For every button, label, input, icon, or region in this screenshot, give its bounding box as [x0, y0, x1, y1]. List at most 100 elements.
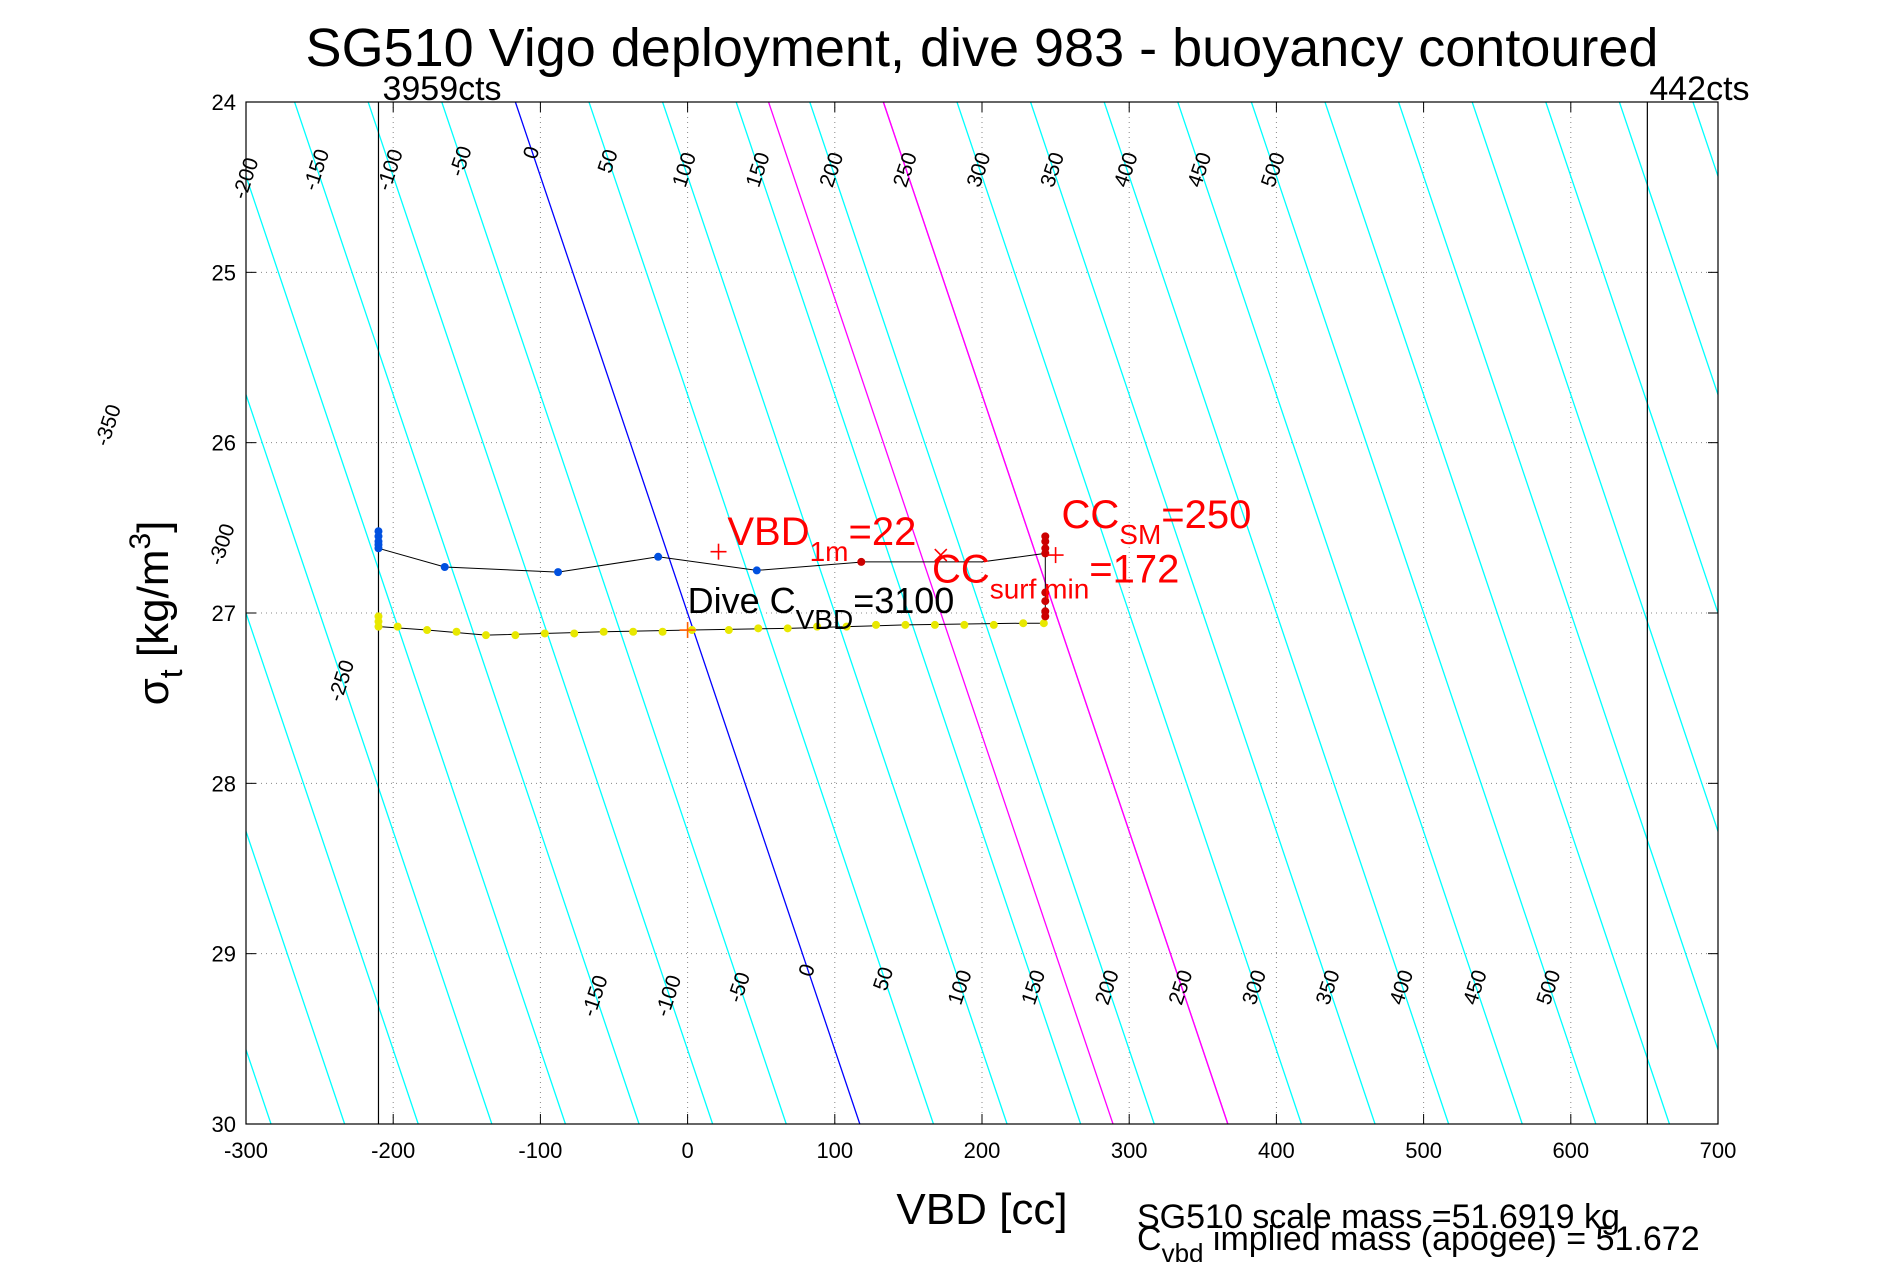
annotation-vbd1m-main: VBD — [727, 510, 809, 554]
y-tick-label: 27 — [212, 601, 236, 626]
contour-label: 50 — [594, 147, 623, 176]
contour-label: 100 — [944, 967, 977, 1008]
contour-label: 250 — [1165, 967, 1198, 1008]
x-tick-label: -200 — [371, 1138, 415, 1163]
contour-line — [1177, 102, 1523, 1124]
data-point-climb — [658, 627, 667, 636]
x-tick-label: 200 — [964, 1138, 1001, 1163]
x-tick-label: 100 — [816, 1138, 853, 1163]
data-point-apogee — [1041, 588, 1050, 597]
x-axis-label: VBD [cc] — [896, 1185, 1067, 1234]
contour-line — [809, 102, 1155, 1124]
data-point-dive — [752, 566, 761, 575]
footer-implied-sub: vbd — [1162, 1238, 1204, 1262]
marker-plus — [1047, 547, 1064, 564]
annotation-ccsurf: CCsurf min=172 — [932, 547, 1179, 604]
annotation-ccsm-sub: SM — [1119, 519, 1161, 550]
contour-line — [882, 102, 1229, 1124]
data-point-climb — [783, 624, 792, 633]
data-point-dive — [554, 568, 563, 577]
contour-label: 450 — [1459, 967, 1492, 1008]
data-point-apogee — [1041, 612, 1050, 621]
y-tick-label: 30 — [212, 1112, 236, 1137]
data-point-climb — [629, 627, 638, 636]
contour-label: -100 — [651, 972, 686, 1019]
contour-line — [1767, 102, 1891, 1124]
annotation-ccsurf-value: =172 — [1089, 547, 1179, 591]
contour-line — [1397, 102, 1718, 1052]
annotation-divec: Dive CVBD=3100 — [688, 580, 955, 635]
contour-label: 350 — [1036, 150, 1069, 191]
annotation-vbd1m: VBD1m=22 — [727, 510, 916, 567]
contour-label: 250 — [889, 150, 922, 191]
x-tick-label: 400 — [1258, 1138, 1295, 1163]
y-axis-label-base: σ — [129, 678, 178, 705]
data-point-climb — [754, 624, 763, 633]
contour-label: 400 — [1110, 150, 1143, 191]
contour-label: 150 — [1017, 967, 1050, 1008]
data-point-climb — [960, 620, 969, 629]
data-point-apogee — [1041, 537, 1050, 546]
data-point-climb — [393, 622, 402, 631]
data-point-climb — [374, 622, 383, 631]
marker-plus — [679, 622, 696, 639]
contour-label: 0 — [519, 144, 545, 162]
data-point-climb — [1039, 619, 1048, 628]
contour-line — [293, 102, 640, 1124]
x-tick-label: 0 — [681, 1138, 693, 1163]
markers — [679, 543, 1064, 639]
data-point-climb — [511, 631, 520, 640]
x-tick-label: 300 — [1111, 1138, 1148, 1163]
annotation-vbd1m-sub: 1m — [810, 536, 849, 567]
y-tick-label: 28 — [212, 771, 236, 796]
contour-label: -150 — [299, 146, 334, 193]
contour-line — [1029, 102, 1376, 1124]
x-tick-label: 700 — [1700, 1138, 1737, 1163]
contour-label: 400 — [1385, 967, 1418, 1008]
contour-line — [1692, 102, 1718, 179]
y-axis-label-unit-close: ] — [129, 521, 178, 533]
contour-label: -50 — [445, 143, 476, 179]
contour-line — [246, 174, 567, 1124]
data-point-climb — [813, 622, 822, 631]
annotation-divec-value: =3100 — [853, 580, 954, 621]
data-point-climb — [423, 626, 432, 635]
contour-line — [767, 102, 1114, 1124]
contour-line — [246, 829, 346, 1124]
contour-line — [1471, 102, 1718, 834]
contour-line — [1103, 102, 1450, 1124]
contour-label: -300 — [205, 521, 240, 568]
chart-title: SG510 Vigo deployment, dive 983 - buoyan… — [306, 18, 1659, 78]
contour-line — [1618, 102, 1718, 397]
contour-label: 50 — [869, 964, 898, 993]
annotation-ccsm-value: =250 — [1161, 493, 1251, 537]
annotation-ccsm: CCSM=250 — [1061, 493, 1251, 550]
contour-line — [1545, 102, 1718, 616]
contour-line — [1324, 102, 1671, 1124]
annotation-divec-main: Dive C — [688, 580, 796, 621]
contour-label: 500 — [1533, 967, 1566, 1008]
contour-line — [735, 102, 1082, 1124]
y-tick-label: 24 — [212, 90, 236, 115]
contour-label: 450 — [1183, 150, 1216, 191]
contour-line — [441, 102, 787, 1124]
data-point-climb — [452, 627, 461, 636]
y-axis-label-sub: t — [153, 669, 189, 678]
contour-label: 350 — [1312, 967, 1345, 1008]
contour-label: 200 — [1091, 967, 1124, 1008]
annotation-ccsurf-sub: surf min — [990, 573, 1090, 604]
contour-line — [1250, 102, 1597, 1124]
data-point-climb — [989, 620, 998, 629]
contour-label: -350 — [91, 402, 126, 449]
x-tick-label: 500 — [1405, 1138, 1442, 1163]
contour-label: 0 — [794, 961, 820, 979]
data-point-climb — [1019, 619, 1028, 628]
contour-label: 500 — [1257, 150, 1290, 191]
contour-label: -150 — [577, 972, 612, 1019]
marker-plus — [710, 543, 727, 560]
data-point-climb — [481, 631, 490, 640]
contour-line — [661, 102, 1008, 1124]
contour-label: 300 — [1238, 967, 1271, 1008]
